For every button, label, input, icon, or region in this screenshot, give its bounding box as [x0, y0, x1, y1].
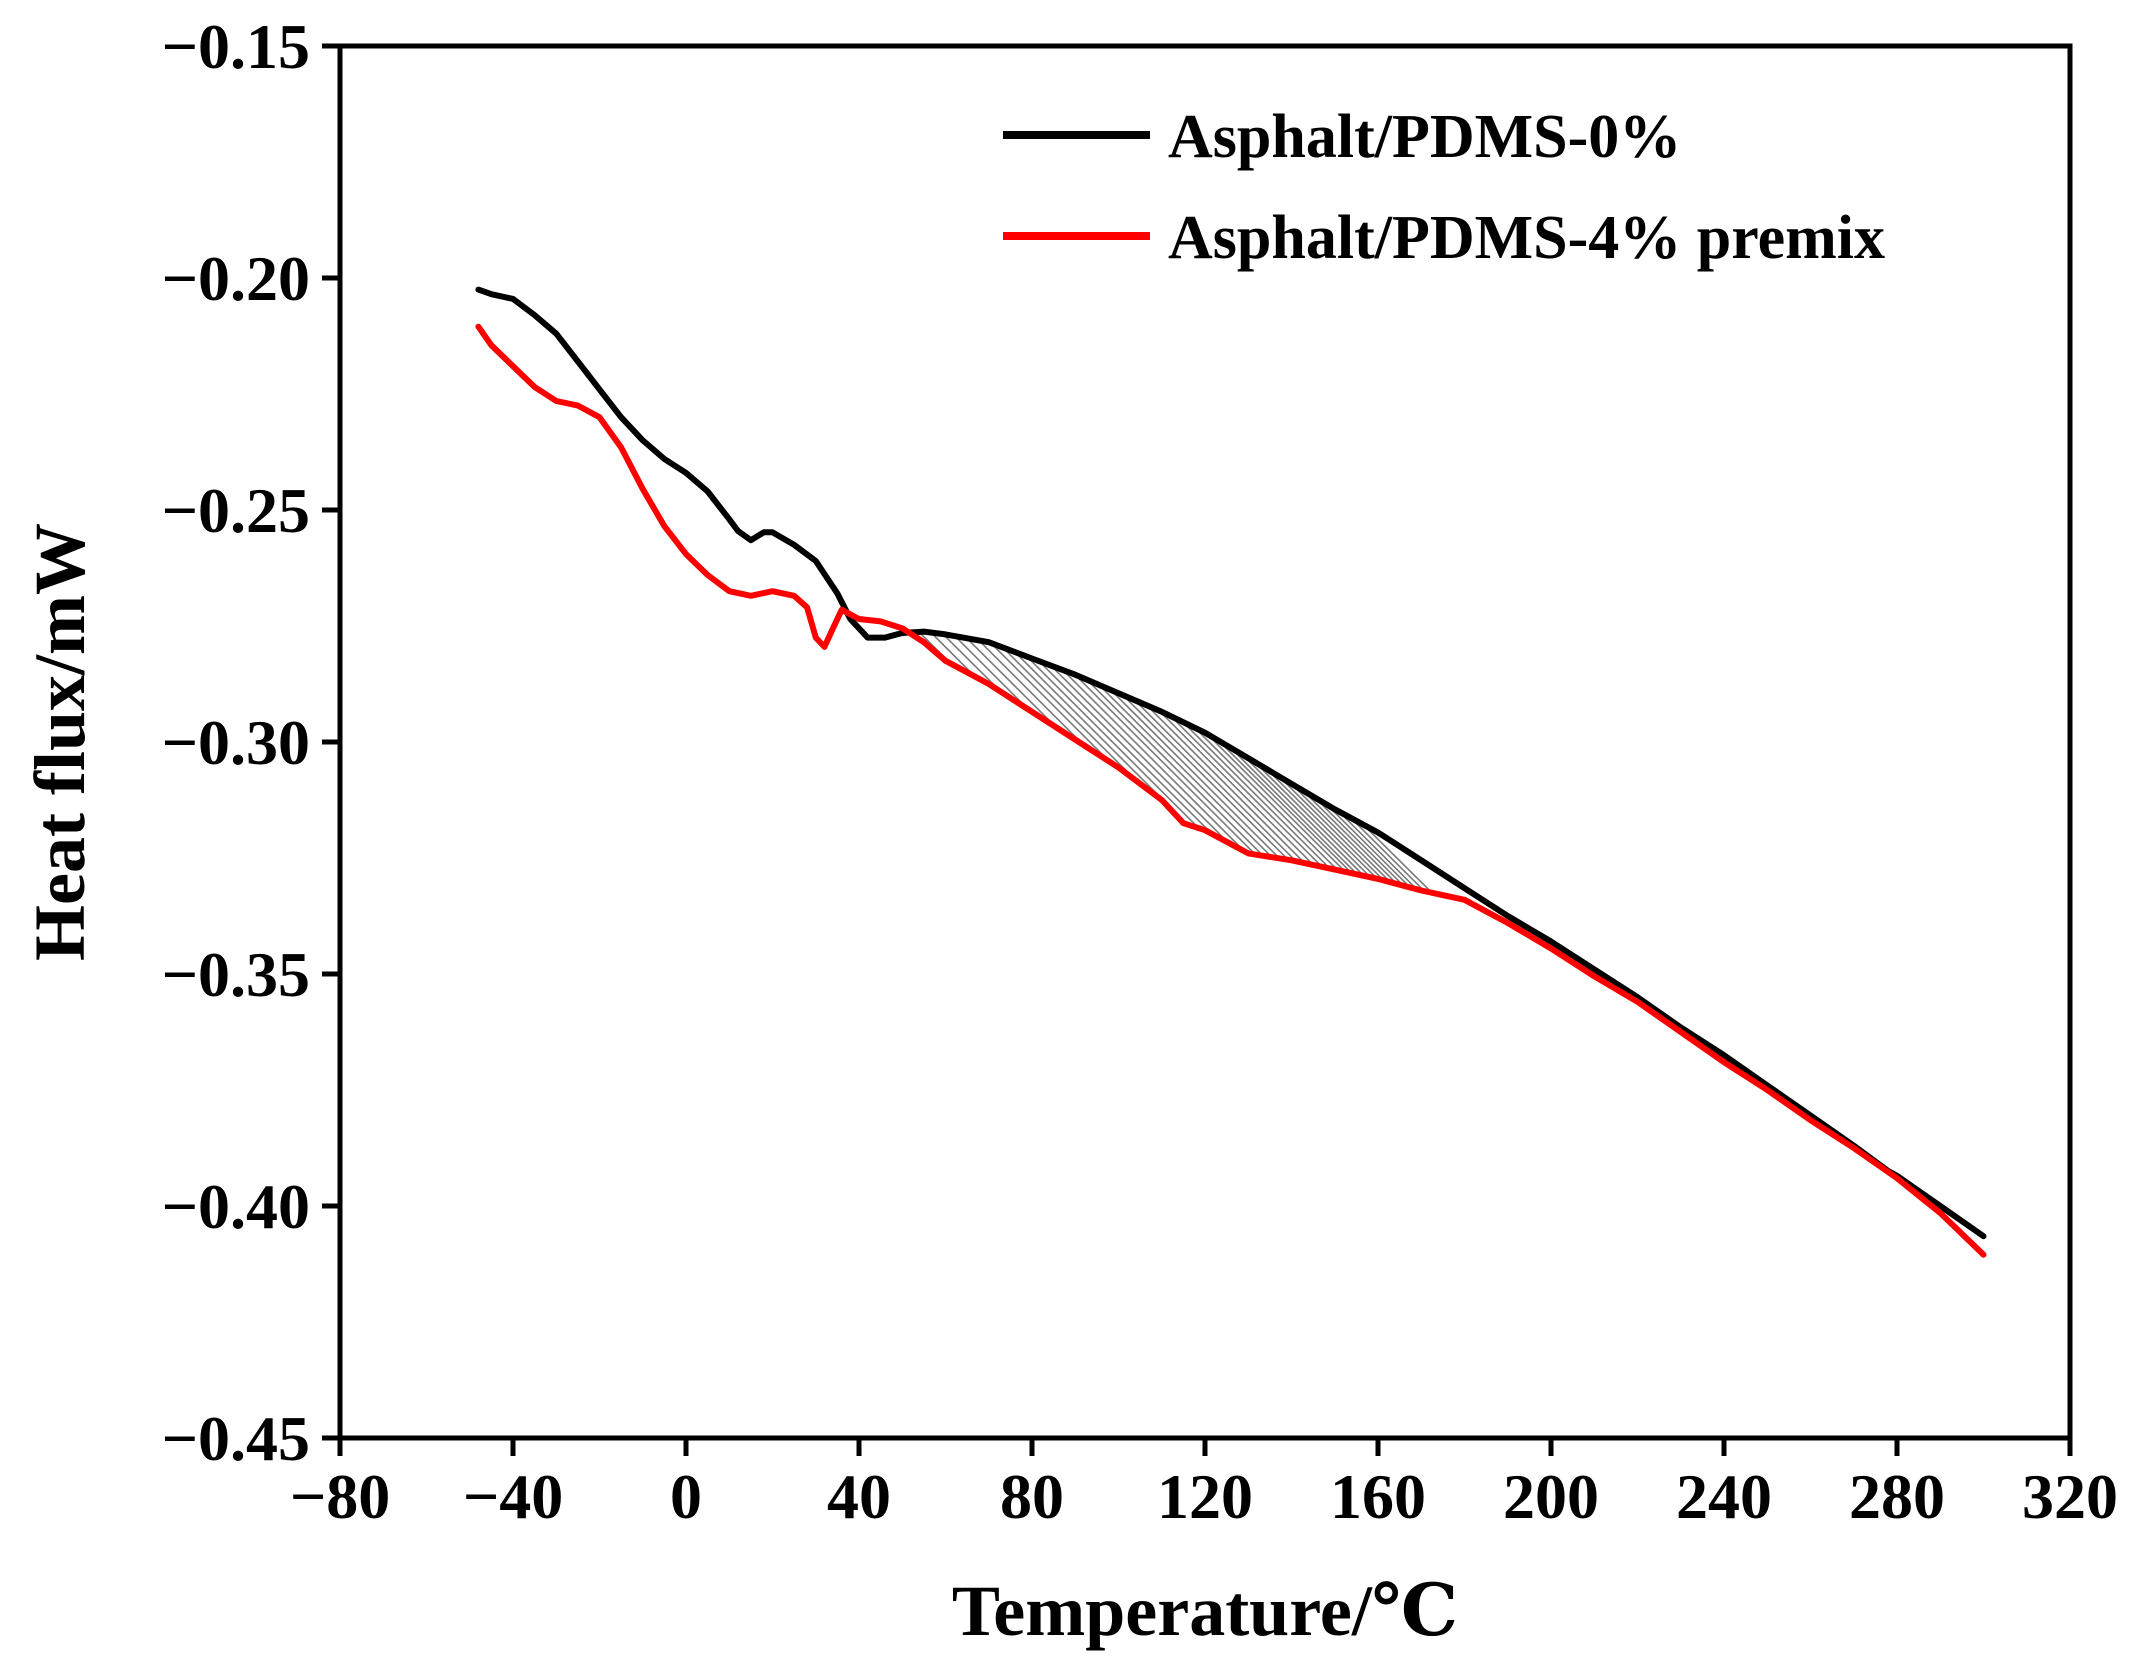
x-tick-label: 240	[1676, 1461, 1772, 1532]
y-tick-label: −0.35	[162, 939, 310, 1010]
x-tick-label: −80	[290, 1461, 390, 1532]
hatch-line	[1098, 684, 1273, 858]
hatch-line	[1302, 789, 1398, 885]
hatch-line	[1146, 704, 1306, 864]
legend-label-asphalt-pdms-0: Asphalt/PDMS-0%	[1168, 103, 1681, 171]
hatch-line	[1278, 775, 1385, 881]
hatch-line	[1230, 747, 1358, 876]
hatch-line	[1050, 665, 1229, 844]
hatch-line	[1134, 699, 1297, 862]
hatch-line	[1206, 733, 1346, 873]
y-axis: −0.45 −0.40 −0.35 −0.30 −0.25 −0.20 −0.15	[162, 11, 340, 1474]
hatch-line	[1254, 761, 1372, 878]
x-tick-label: −40	[463, 1461, 563, 1532]
hatch-line	[954, 635, 1029, 711]
series-layer	[475, 286, 1987, 1258]
hatch-line	[1122, 694, 1289, 861]
series-line-asphalt-pdms-4-premix	[475, 323, 1987, 1258]
x-tick-label: 40	[827, 1461, 891, 1532]
hatch-line	[1170, 715, 1323, 868]
x-tick-label: 200	[1503, 1461, 1599, 1532]
x-tick-label: 160	[1330, 1461, 1426, 1532]
hatch-line	[1158, 710, 1315, 866]
hatch-line	[1350, 817, 1425, 892]
hatch-line	[1194, 727, 1339, 871]
hatch-line	[1266, 768, 1378, 880]
hatch-line	[1362, 823, 1433, 894]
x-tick-label: 280	[1849, 1461, 1945, 1532]
hatch-line	[1002, 646, 1138, 782]
hatch-line	[966, 637, 1058, 729]
hatch-line	[1074, 674, 1257, 856]
hatch-line	[1218, 740, 1353, 874]
x-tick-label: 0	[670, 1461, 702, 1532]
y-tick-label: −0.30	[162, 707, 310, 778]
y-tick-label: −0.20	[162, 243, 310, 314]
x-tick-label: 120	[1157, 1461, 1253, 1532]
y-tick-label: −0.40	[162, 1171, 310, 1242]
hatch-line	[1062, 669, 1246, 852]
hatch-line	[1182, 721, 1331, 870]
legend: Asphalt/PDMS-0% Asphalt/PDMS-4% premix	[1003, 103, 1885, 272]
y-tick-label: −0.45	[162, 1403, 310, 1474]
series-line-asphalt-pdms-0	[475, 286, 1987, 1240]
hatch-line	[1110, 689, 1281, 859]
legend-label-asphalt-pdms-4-premix: Asphalt/PDMS-4% premix	[1168, 204, 1885, 272]
hatch-line	[1314, 797, 1405, 887]
y-axis-title: Heat flux/mW	[20, 523, 100, 961]
x-tick-label: 80	[1000, 1461, 1064, 1532]
hatch-line	[1338, 810, 1418, 890]
x-tick-label: 320	[2022, 1461, 2118, 1532]
x-axis-title: Temperature/℃	[952, 1571, 1458, 1651]
hatch-line	[1086, 679, 1264, 857]
hatch-line	[1026, 655, 1200, 829]
hatched-region	[918, 631, 1433, 894]
hatch-line	[1290, 782, 1391, 883]
hatch-line	[1326, 804, 1411, 889]
x-axis: −80 −40 0 40 80 120 160 200 240 280 320	[290, 1438, 2118, 1532]
hatch-line	[978, 639, 1085, 746]
y-tick-label: −0.15	[162, 11, 310, 82]
hatch-line	[1242, 754, 1365, 877]
hatch-line	[990, 642, 1111, 763]
y-tick-label: −0.25	[162, 475, 310, 546]
hatch-line	[1038, 660, 1213, 835]
